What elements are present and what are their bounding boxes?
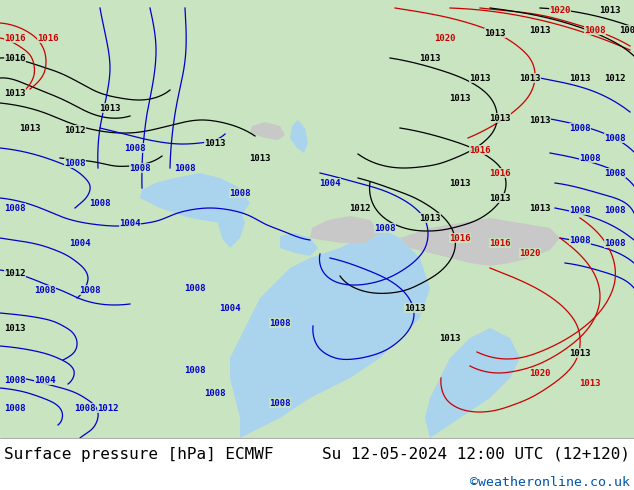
Text: 1016: 1016 — [37, 33, 59, 43]
Text: 1013: 1013 — [450, 178, 471, 188]
Text: 1008: 1008 — [184, 284, 206, 293]
Text: 1016: 1016 — [469, 146, 491, 154]
Text: 1013: 1013 — [529, 25, 551, 34]
Text: 1013: 1013 — [579, 378, 601, 388]
Polygon shape — [280, 233, 318, 256]
Text: 1008: 1008 — [34, 286, 56, 294]
Text: 1008: 1008 — [174, 164, 196, 172]
Text: 1013: 1013 — [450, 94, 471, 102]
Text: 1008: 1008 — [269, 318, 291, 327]
Text: 1008: 1008 — [569, 123, 591, 132]
Text: 1013: 1013 — [404, 303, 426, 313]
Text: 1008: 1008 — [604, 205, 626, 215]
Text: 1012: 1012 — [64, 125, 86, 134]
Text: 1008: 1008 — [569, 205, 591, 215]
Text: 1004: 1004 — [320, 178, 340, 188]
Text: 1020: 1020 — [434, 33, 456, 43]
Text: Su 12-05-2024 12:00 UTC (12+120): Su 12-05-2024 12:00 UTC (12+120) — [322, 446, 630, 462]
Polygon shape — [400, 218, 560, 266]
Text: 1013: 1013 — [529, 203, 551, 213]
Text: 1013: 1013 — [100, 103, 120, 113]
Text: 1016: 1016 — [489, 239, 511, 247]
Text: 1004: 1004 — [69, 239, 91, 247]
Text: 1004: 1004 — [219, 303, 241, 313]
Text: 1013: 1013 — [484, 28, 506, 38]
Text: 1008: 1008 — [569, 236, 591, 245]
Text: 1020: 1020 — [529, 368, 551, 377]
Text: 1008: 1008 — [4, 375, 26, 385]
Text: 1008: 1008 — [230, 189, 251, 197]
Text: 1004: 1004 — [34, 375, 56, 385]
Text: 1012: 1012 — [4, 269, 26, 277]
Text: 1008: 1008 — [374, 223, 396, 232]
Text: 1008: 1008 — [585, 25, 605, 34]
Text: 1013: 1013 — [19, 123, 41, 132]
Text: 1013: 1013 — [439, 334, 461, 343]
Text: 1008: 1008 — [604, 133, 626, 143]
Text: 1020: 1020 — [519, 248, 541, 258]
Text: 1012: 1012 — [349, 203, 371, 213]
Polygon shape — [290, 120, 308, 153]
Text: ©weatheronline.co.uk: ©weatheronline.co.uk — [470, 475, 630, 489]
Text: 1008: 1008 — [579, 153, 601, 163]
Text: 1016: 1016 — [489, 169, 511, 177]
Text: 1008: 1008 — [89, 198, 111, 207]
Text: 1012: 1012 — [97, 403, 119, 413]
Text: 1008: 1008 — [64, 158, 86, 168]
Text: 1008: 1008 — [74, 403, 96, 413]
Text: 1013: 1013 — [4, 323, 26, 333]
Text: 1016: 1016 — [4, 53, 26, 63]
Text: 1013: 1013 — [599, 5, 621, 15]
Text: 1008: 1008 — [4, 203, 26, 213]
Text: 1013: 1013 — [569, 74, 591, 82]
Text: 1013: 1013 — [249, 153, 271, 163]
Text: 1008: 1008 — [129, 164, 151, 172]
Text: 1008: 1008 — [204, 389, 226, 397]
Text: 1012: 1012 — [604, 74, 626, 82]
Text: 1008: 1008 — [619, 25, 634, 34]
Polygon shape — [310, 216, 380, 243]
Text: 1008: 1008 — [79, 286, 101, 294]
Text: 1008: 1008 — [269, 398, 291, 408]
Polygon shape — [218, 198, 245, 248]
Polygon shape — [140, 173, 250, 223]
Text: 1013: 1013 — [519, 74, 541, 82]
Text: 1004: 1004 — [119, 219, 141, 227]
Text: 1008: 1008 — [4, 403, 26, 413]
Text: 1020: 1020 — [549, 5, 571, 15]
Text: 1008: 1008 — [604, 239, 626, 247]
Text: 1008: 1008 — [124, 144, 146, 152]
Text: 1013: 1013 — [489, 194, 511, 202]
Text: 1016: 1016 — [4, 33, 26, 43]
Text: 1008: 1008 — [604, 169, 626, 177]
Text: 1016: 1016 — [450, 234, 471, 243]
Polygon shape — [230, 228, 430, 438]
Text: 1013: 1013 — [569, 348, 591, 358]
Text: 1013: 1013 — [489, 114, 511, 122]
Text: 1013: 1013 — [4, 89, 26, 98]
Text: 1013: 1013 — [419, 53, 441, 63]
Text: 1013: 1013 — [419, 214, 441, 222]
Text: 1008: 1008 — [184, 366, 206, 374]
Text: 1013: 1013 — [529, 116, 551, 124]
Text: 1013: 1013 — [204, 139, 226, 147]
Polygon shape — [250, 122, 285, 140]
Text: Surface pressure [hPa] ECMWF: Surface pressure [hPa] ECMWF — [4, 446, 273, 462]
Text: 1013: 1013 — [469, 74, 491, 82]
Polygon shape — [425, 328, 520, 438]
